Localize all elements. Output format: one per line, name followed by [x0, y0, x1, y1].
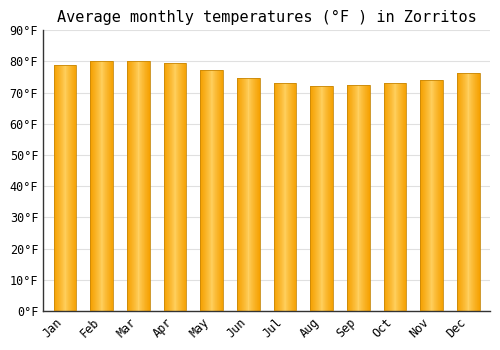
- Bar: [54, 65, 76, 311]
- Bar: [200, 70, 223, 311]
- Bar: [274, 83, 296, 311]
- Bar: [164, 63, 186, 311]
- Bar: [310, 86, 333, 311]
- Bar: [420, 80, 443, 311]
- Bar: [457, 73, 479, 311]
- Bar: [90, 61, 113, 311]
- Bar: [127, 61, 150, 311]
- Title: Average monthly temperatures (°F ) in Zorritos: Average monthly temperatures (°F ) in Zo…: [57, 10, 476, 25]
- Bar: [237, 78, 260, 311]
- Bar: [347, 85, 370, 311]
- Bar: [384, 83, 406, 311]
